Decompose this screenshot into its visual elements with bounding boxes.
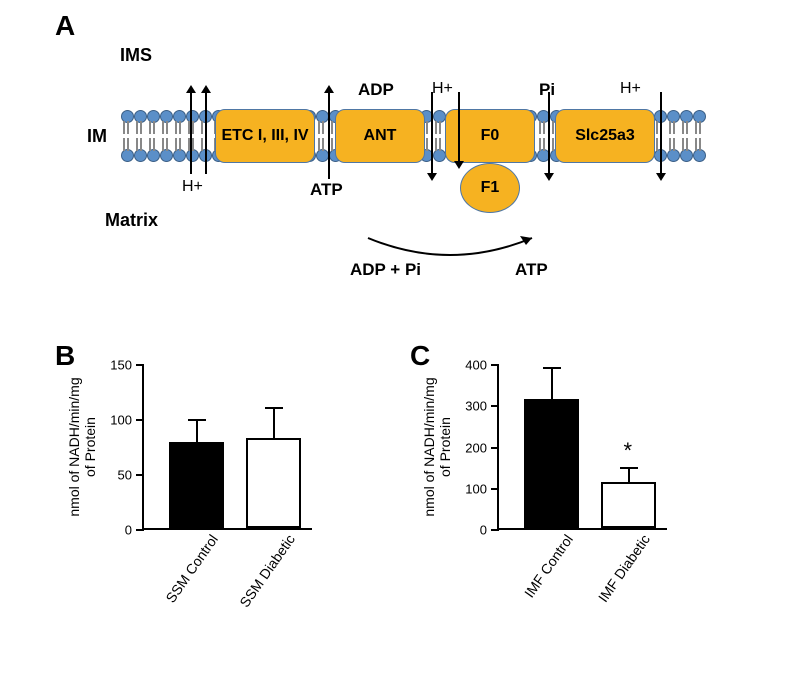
slc-pi-arrow xyxy=(548,92,550,174)
f0-h-arrow xyxy=(458,92,460,162)
f1-subunit: F1 xyxy=(460,163,520,213)
panel-c-chart: nmol of NADH/min/mg of Protein 010020030… xyxy=(435,355,695,645)
bar xyxy=(524,399,579,528)
slc-h-arrow xyxy=(660,92,662,174)
ytick-label: 150 xyxy=(110,358,132,373)
significance-mark: * xyxy=(624,438,633,464)
category-label: SSM Diabetic xyxy=(231,528,298,610)
hplus-f0-label: H+ xyxy=(432,80,453,98)
ytick-label: 200 xyxy=(465,440,487,455)
bar xyxy=(601,482,656,528)
category-label: IMF Diabetic xyxy=(589,528,652,605)
ant-adp-arrow xyxy=(431,92,433,174)
ytick-label: 100 xyxy=(465,481,487,496)
ytick-label: 50 xyxy=(118,468,132,483)
panel-b-plot: 050100150SSM ControlSSM Diabetic xyxy=(142,365,312,530)
ytick-label: 0 xyxy=(480,523,487,538)
slc25a3-transporter: Slc25a3 xyxy=(555,109,655,163)
panel-b-label: B xyxy=(55,340,75,372)
reaction-arrow xyxy=(360,230,550,270)
ant-atp-label: ATP xyxy=(310,180,343,200)
ytick-label: 400 xyxy=(465,358,487,373)
error-bar xyxy=(551,368,553,400)
error-bar xyxy=(273,408,275,438)
etc-complex: ETC I, III, IV xyxy=(215,109,315,163)
ytick-label: 100 xyxy=(110,413,132,428)
category-label: SSM Control xyxy=(157,528,221,606)
matrix-label: Matrix xyxy=(105,210,158,231)
panel-a-diagram: IMS IM Matrix ADP H+ Pi H+ ETC I, III, I… xyxy=(60,20,740,320)
adp-label: ADP xyxy=(358,80,394,100)
error-bar xyxy=(196,420,198,442)
hplus-slc-label: H+ xyxy=(620,80,641,98)
panel-b-chart: nmol of NADH/min/mg of Protein 050100150… xyxy=(80,355,340,645)
bar xyxy=(246,438,301,528)
ims-label: IMS xyxy=(120,45,152,66)
bar xyxy=(169,442,224,528)
ytick-label: 0 xyxy=(125,523,132,538)
panel-c-label: C xyxy=(410,340,430,372)
im-label: IM xyxy=(87,126,107,147)
etc-h-arrow-2 xyxy=(205,92,207,174)
etc-h-arrow-1 xyxy=(190,92,192,174)
error-bar xyxy=(628,468,630,482)
ytick-label: 300 xyxy=(465,399,487,414)
ant-transporter: ANT xyxy=(335,109,425,163)
panel-c-plot: 0100200300400IMF ControlIMF Diabetic* xyxy=(497,365,667,530)
ant-atp-arrow xyxy=(328,92,330,179)
etc-h-label: H+ xyxy=(182,178,203,196)
category-label: IMF Control xyxy=(516,528,576,601)
